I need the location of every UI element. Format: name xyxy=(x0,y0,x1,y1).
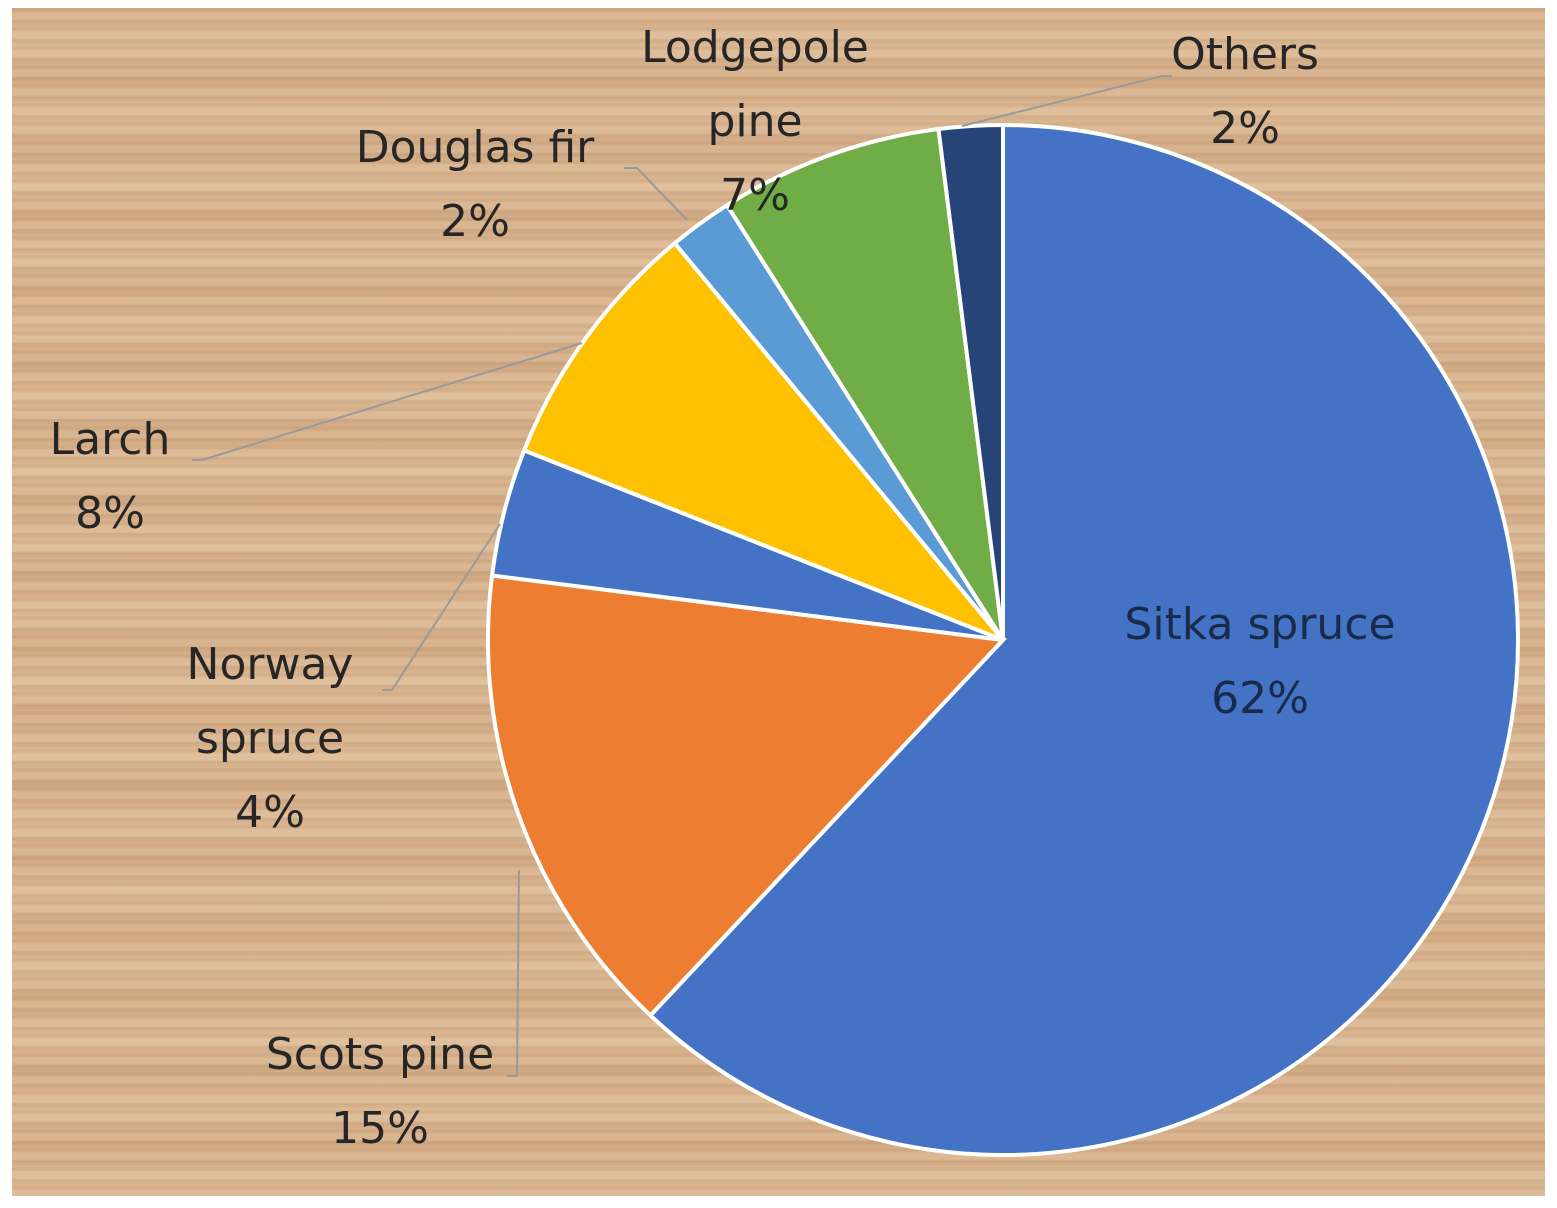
value-label: 4% xyxy=(160,776,380,850)
value-label: 2% xyxy=(1115,92,1375,166)
leader-line xyxy=(382,524,500,690)
value-label: 62% xyxy=(1060,662,1460,736)
category-name: Douglas fir xyxy=(325,111,625,185)
value-label: 2% xyxy=(325,185,625,259)
leader-line xyxy=(192,343,582,460)
category-name: Larch xyxy=(12,403,210,477)
value-label: 7% xyxy=(615,159,895,233)
value-label: 8% xyxy=(12,477,210,551)
category-name: Scots pine xyxy=(230,1018,530,1092)
category-name: Others xyxy=(1115,18,1375,92)
category-name: Lodgepole pine xyxy=(615,11,895,159)
category-name: Sitka spruce xyxy=(1060,588,1460,662)
value-label: 15% xyxy=(230,1092,530,1166)
category-name: Norway spruce xyxy=(160,628,380,776)
